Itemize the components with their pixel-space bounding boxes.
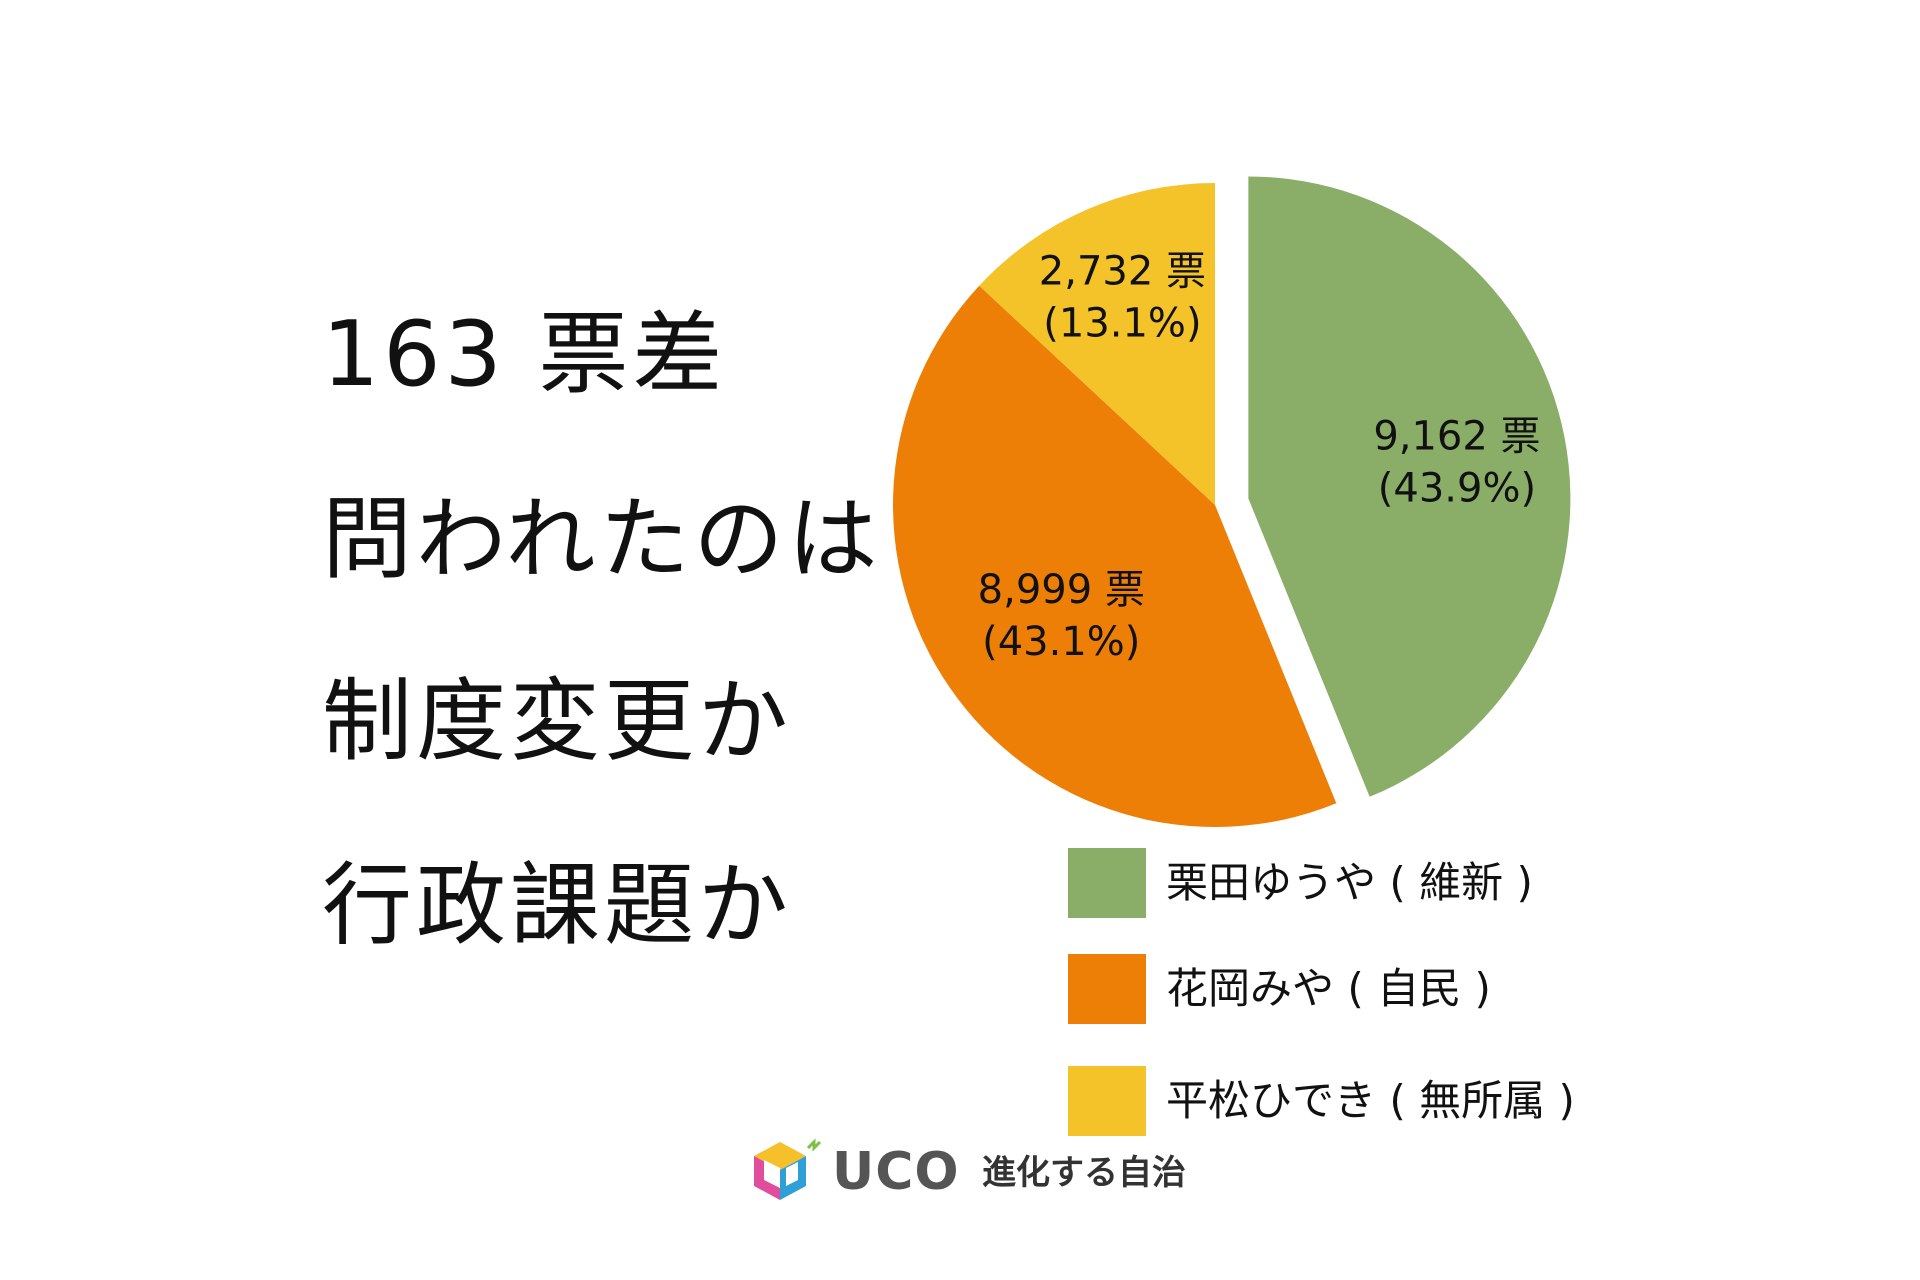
legend-label-jimin: 花岡みや ( 自民 ) [1166,964,1491,1013]
pie-slice-labels: 9,162 票(43.9%) 8,999 票(43.1%) 2,732 票(13.1… [978,248,1541,665]
legend-swatch-independent [1068,1066,1146,1136]
slice-label-jimin: 8,999 票(43.1%) [978,567,1145,665]
legend-swatch-ishin [1068,848,1146,918]
headline-line-1: 163 票差 [322,302,727,407]
slice-label-independent: 2,732 票(13.1%) [1039,248,1206,346]
legend-label-ishin: 栗田ゆうや ( 維新 ) [1166,858,1533,907]
slice-label-ishin: 9,162 票(43.9%) [1373,414,1540,512]
legend-swatch-jimin [1068,954,1146,1024]
pie-slice-ishin [1248,176,1571,797]
legend-label-independent: 平松ひでき ( 無所属 ) [1166,1076,1575,1125]
headline-line-3: 制度変更か [322,669,792,774]
footer-tagline: 進化する自治 [982,1153,1186,1193]
headline-line-2: 問われたのは [322,487,882,592]
pie-slice-independent [979,183,1215,505]
pie-slices [893,176,1571,827]
pie-slice-jimin [893,285,1337,827]
headline-line-4: 行政課題か [322,853,792,958]
footer-brand-name: UCO [832,1142,960,1202]
hexagon-cube-logo-icon [754,1138,822,1200]
